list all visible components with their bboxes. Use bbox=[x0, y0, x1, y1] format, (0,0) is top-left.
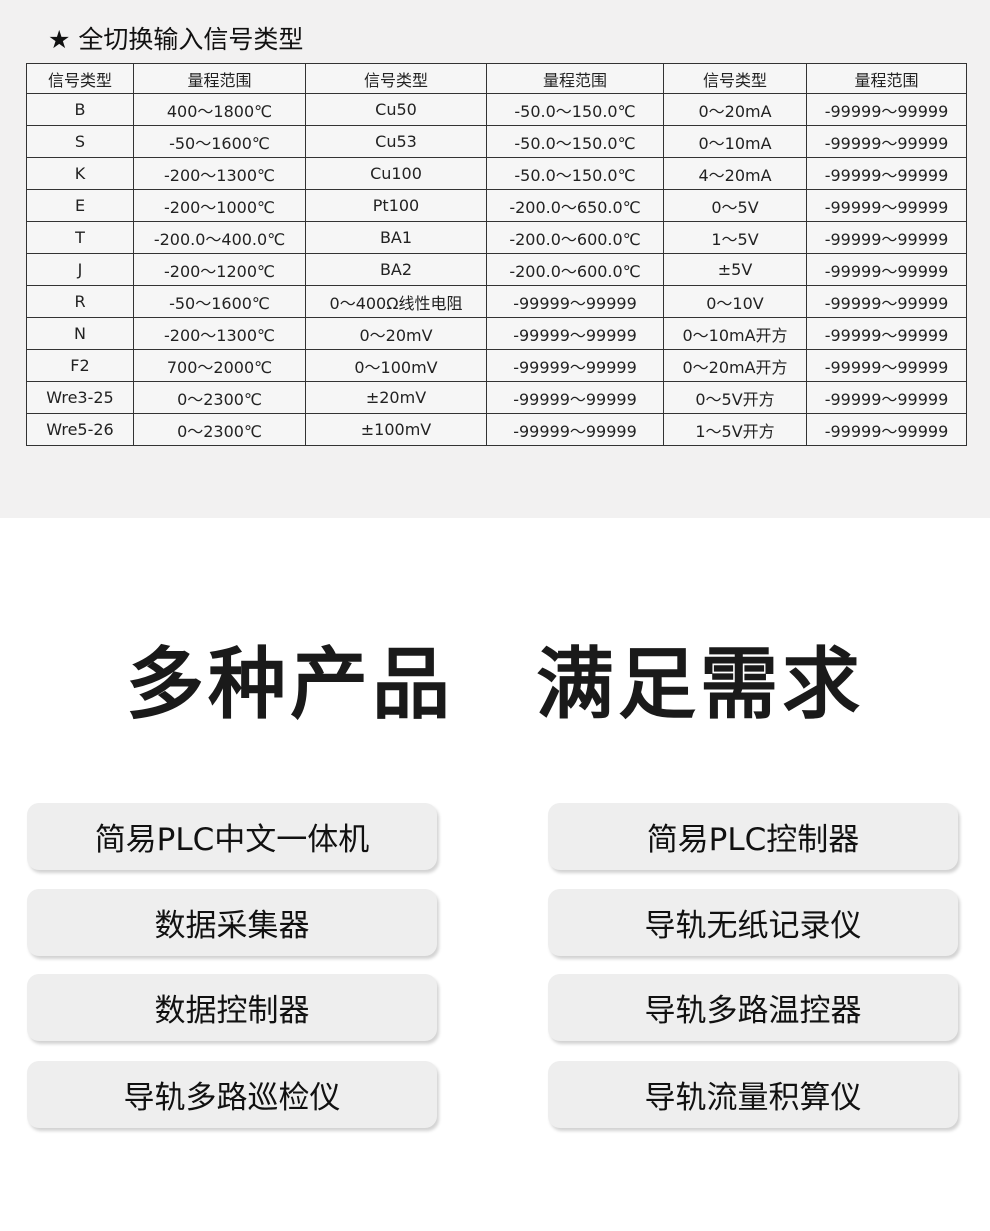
column-header: 信号类型 bbox=[663, 63, 807, 94]
table-cell: -50.0～150.0℃ bbox=[486, 125, 664, 158]
table-cell: K bbox=[26, 157, 134, 190]
table-cell: -99999～99999 bbox=[486, 413, 664, 446]
table-cell: J bbox=[26, 253, 134, 286]
table-cell: 0～20mA bbox=[663, 93, 807, 126]
product-button[interactable]: 数据采集器 bbox=[27, 889, 437, 956]
table-cell: 4～20mA bbox=[663, 157, 807, 190]
product-button[interactable]: 导轨流量积算仪 bbox=[548, 1061, 958, 1128]
table-row: N -200～1300℃ 0～20mV -99999～99999 0～10mA开方 -99… bbox=[26, 317, 967, 350]
table-cell: -200～1300℃ bbox=[133, 317, 306, 350]
table-cell: -99999～99999 bbox=[806, 381, 967, 414]
table-cell: 400～1800℃ bbox=[133, 93, 306, 126]
column-header: 量程范围 bbox=[806, 63, 967, 94]
table-row: K -200～1300℃ Cu100 -50.0～150.0℃ 4～20mA -99999… bbox=[26, 157, 967, 190]
table-cell: -99999～99999 bbox=[806, 125, 967, 158]
table-cell: -99999～99999 bbox=[806, 189, 967, 222]
table-cell: 0～20mV bbox=[305, 317, 487, 350]
table-cell: -99999～99999 bbox=[806, 253, 967, 286]
table-cell: -99999～99999 bbox=[486, 285, 664, 318]
product-button[interactable]: 简易PLC中文一体机 bbox=[27, 803, 437, 870]
table-cell: ±100mV bbox=[305, 413, 487, 446]
table-cell: -99999～99999 bbox=[806, 157, 967, 190]
column-header: 量程范围 bbox=[486, 63, 664, 94]
table-cell: 0～400Ω线性电阻 bbox=[305, 285, 487, 318]
table-cell: -99999～99999 bbox=[806, 285, 967, 318]
table-cell: -200～1200℃ bbox=[133, 253, 306, 286]
table-row: J -200～1200℃ BA2 -200.0～600.0℃ ±5V -99999～999… bbox=[26, 253, 967, 286]
table-cell: 0～20mA开方 bbox=[663, 349, 807, 382]
table-cell: Cu53 bbox=[305, 125, 487, 158]
table-cell: -99999～99999 bbox=[486, 317, 664, 350]
table-cell: -200～1300℃ bbox=[133, 157, 306, 190]
table-cell: T bbox=[26, 221, 134, 254]
signal-range-table: 信号类型 量程范围 信号类型 量程范围 信号类型 量程范围 B 400～1800℃ Cu50 -5… bbox=[26, 63, 967, 446]
table-cell: -200.0～400.0℃ bbox=[133, 221, 306, 254]
column-header: 信号类型 bbox=[26, 63, 134, 94]
table-cell: -200.0～650.0℃ bbox=[486, 189, 664, 222]
table-cell: -50～1600℃ bbox=[133, 285, 306, 318]
table-row: T -200.0～400.0℃ BA1 -200.0～600.0℃ 1～5V -99999… bbox=[26, 221, 967, 254]
table-cell: F2 bbox=[26, 349, 134, 382]
product-button[interactable]: 导轨多路温控器 bbox=[548, 974, 958, 1041]
table-cell: 0～10mA bbox=[663, 125, 807, 158]
table-cell: ±20mV bbox=[305, 381, 487, 414]
table-cell: B bbox=[26, 93, 134, 126]
table-header-row: 信号类型 量程范围 信号类型 量程范围 信号类型 量程范围 bbox=[26, 63, 967, 94]
table-cell: -99999～99999 bbox=[806, 221, 967, 254]
table-cell: -50～1600℃ bbox=[133, 125, 306, 158]
table-cell: BA1 bbox=[305, 221, 487, 254]
table-cell: E bbox=[26, 189, 134, 222]
table-cell: BA2 bbox=[305, 253, 487, 286]
table-cell: 1～5V开方 bbox=[663, 413, 807, 446]
section-title: ★ 全切换输入信号类型 bbox=[48, 25, 304, 54]
table-cell: 0～100mV bbox=[305, 349, 487, 382]
table-cell: -50.0～150.0℃ bbox=[486, 157, 664, 190]
table-cell: -99999～99999 bbox=[486, 381, 664, 414]
table-cell: -99999～99999 bbox=[806, 413, 967, 446]
table-cell: Wre3-25 bbox=[26, 381, 134, 414]
product-button[interactable]: 导轨多路巡检仪 bbox=[27, 1061, 437, 1128]
table-row: Wre5-26 0～2300℃ ±100mV -99999～99999 1～5V开方 -9… bbox=[26, 413, 967, 446]
table-cell: 1～5V bbox=[663, 221, 807, 254]
table-cell: ±5V bbox=[663, 253, 807, 286]
table-row: R -50～1600℃ 0～400Ω线性电阻 -99999～99999 0～10V -99… bbox=[26, 285, 967, 318]
table-cell: S bbox=[26, 125, 134, 158]
table-cell: 0～2300℃ bbox=[133, 381, 306, 414]
table-cell: -99999～99999 bbox=[806, 93, 967, 126]
table-cell: -99999～99999 bbox=[486, 349, 664, 382]
table-cell: -200～1000℃ bbox=[133, 189, 306, 222]
product-button[interactable]: 简易PLC控制器 bbox=[548, 803, 958, 870]
table-cell: -200.0～600.0℃ bbox=[486, 221, 664, 254]
table-cell: 0～5V bbox=[663, 189, 807, 222]
table-row: S -50～1600℃ Cu53 -50.0～150.0℃ 0～10mA -99999～9… bbox=[26, 125, 967, 158]
table-cell: 700～2000℃ bbox=[133, 349, 306, 382]
table-cell: 0～2300℃ bbox=[133, 413, 306, 446]
table-cell: Pt100 bbox=[305, 189, 487, 222]
table-row: Wre3-25 0～2300℃ ±20mV -99999～99999 0～5V开方 -99… bbox=[26, 381, 967, 414]
table-cell: -50.0～150.0℃ bbox=[486, 93, 664, 126]
table-cell: 0～10V bbox=[663, 285, 807, 318]
table-row: E -200～1000℃ Pt100 -200.0～650.0℃ 0～5V -99999～… bbox=[26, 189, 967, 222]
table-row: B 400～1800℃ Cu50 -50.0～150.0℃ 0～20mA -99999～9… bbox=[26, 93, 967, 126]
table-cell: -99999～99999 bbox=[806, 317, 967, 350]
product-button[interactable]: 数据控制器 bbox=[27, 974, 437, 1041]
table-cell: -99999～99999 bbox=[806, 349, 967, 382]
table-cell: N bbox=[26, 317, 134, 350]
table-cell: Cu50 bbox=[305, 93, 487, 126]
headline: 多种产品 满足需求 bbox=[125, 640, 864, 730]
table-row: F2 700～2000℃ 0～100mV -99999～99999 0～20mA开方 -9… bbox=[26, 349, 967, 382]
table-cell: 0～10mA开方 bbox=[663, 317, 807, 350]
table-cell: 0～5V开方 bbox=[663, 381, 807, 414]
table-cell: R bbox=[26, 285, 134, 318]
column-header: 信号类型 bbox=[305, 63, 487, 94]
column-header: 量程范围 bbox=[133, 63, 306, 94]
table-cell: Wre5-26 bbox=[26, 413, 134, 446]
product-button[interactable]: 导轨无纸记录仪 bbox=[548, 889, 958, 956]
table-cell: Cu100 bbox=[305, 157, 487, 190]
table-cell: -200.0～600.0℃ bbox=[486, 253, 664, 286]
